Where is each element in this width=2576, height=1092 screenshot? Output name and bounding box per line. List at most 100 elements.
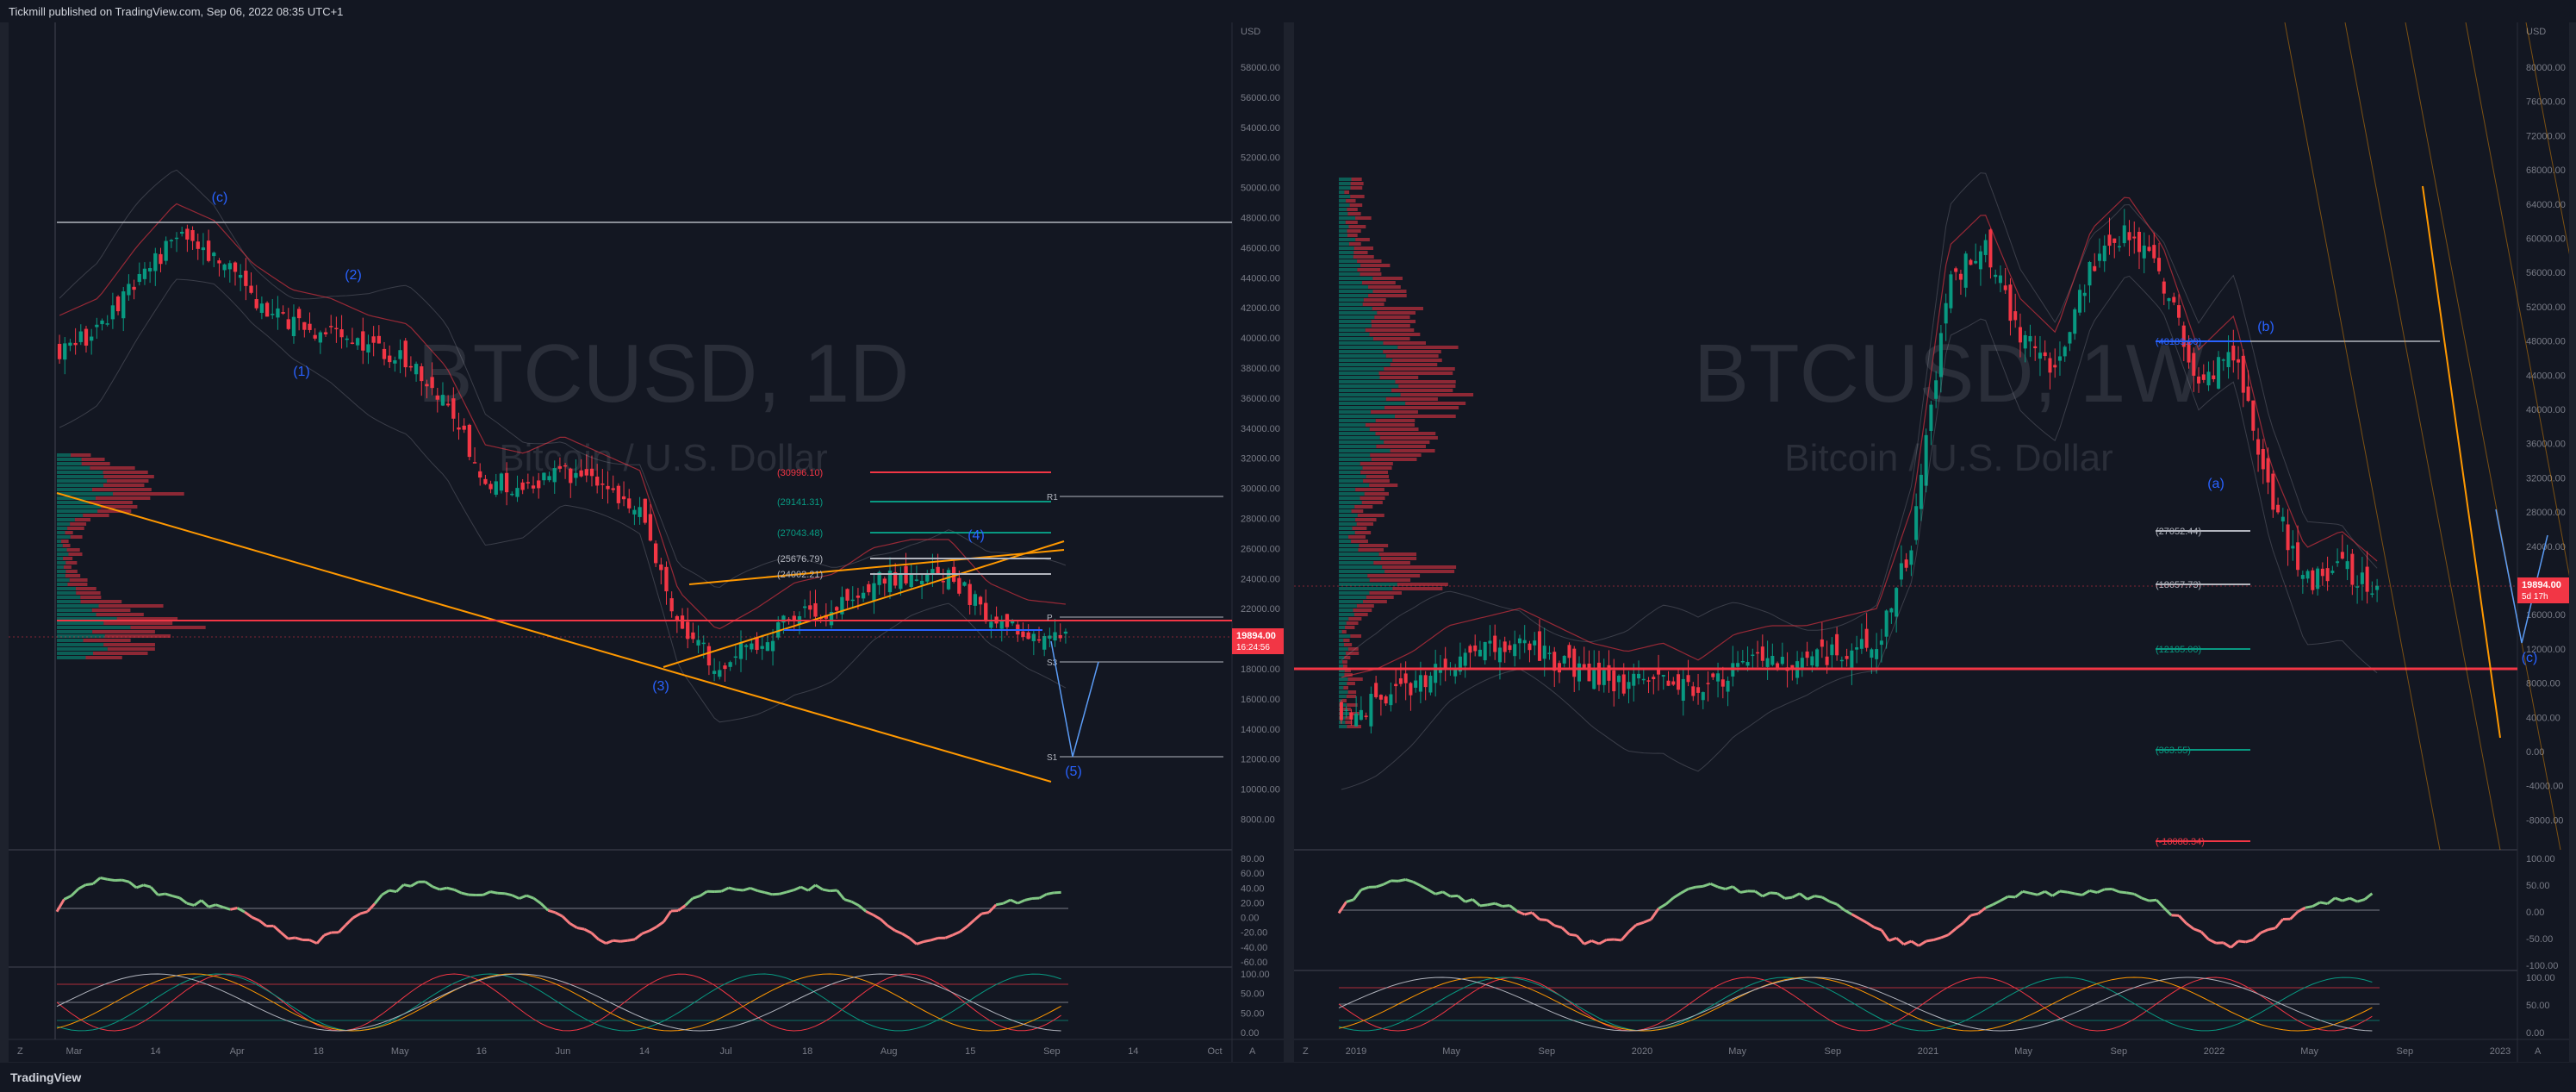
volume-profile-bar — [1351, 509, 1364, 513]
volume-profile-bar — [57, 527, 68, 530]
momentum-oscillator-segment — [1717, 885, 1727, 890]
candle-body — [2300, 575, 2305, 579]
candle-body — [2112, 238, 2117, 243]
momentum-oscillator-segment — [1450, 894, 1459, 898]
fib-level-label: (30996.10) — [777, 468, 823, 478]
momentum-oscillator-segment — [55, 898, 65, 913]
volume-profile-bar — [80, 600, 122, 603]
price-tick-label: 46000.00 — [1241, 243, 1280, 253]
volume-profile-bar — [1344, 190, 1350, 194]
candle-body — [2018, 327, 2022, 343]
last-price-tag — [1232, 628, 1285, 654]
momentum-oscillator-segment — [229, 907, 238, 911]
stochastic-line — [1338, 977, 2373, 1032]
volume-profile-bar — [1339, 484, 1370, 487]
momentum-oscillator-segment — [2319, 901, 2328, 906]
candle-body — [686, 621, 690, 640]
volume-profile-bar — [57, 509, 98, 513]
momentum-oscillator-segment — [1680, 888, 1689, 895]
time-tick-label: Jul — [720, 1046, 732, 1057]
momentum-oscillator-segment — [2037, 889, 2046, 896]
momentum-oscillator-segment — [1516, 909, 1526, 916]
volume-profile-bar — [1339, 384, 1399, 388]
momentum-oscillator-segment — [2334, 896, 2343, 902]
elliott-wave-label: (a) — [2207, 477, 2224, 491]
candle-body — [1048, 635, 1052, 640]
candle-body — [1026, 632, 1030, 640]
volume-profile-bar — [1339, 367, 1384, 371]
left-chart-panel[interactable]: BTCUSD, 1D Bitcoin / U.S. Dollar USD 58000.… — [9, 22, 1285, 1062]
volume-profile-bar — [1339, 259, 1358, 263]
volume-profile-bar — [57, 574, 65, 577]
volume-profile-bar — [1343, 639, 1350, 642]
osc1-tick-label: 80.00 — [1241, 854, 1265, 864]
osc1-tick-label: 100.00 — [2526, 854, 2555, 864]
volume-profile-bar — [57, 522, 71, 526]
volume-profile-bar — [1339, 380, 1396, 384]
right-chart-panel[interactable]: BTCUSD, 1W Bitcoin / U.S. Dollar USD 80000.… — [1294, 22, 2576, 1062]
candle-body — [398, 350, 402, 359]
stochastic-line — [1338, 977, 2373, 1032]
volume-profile-bar — [1339, 354, 1386, 358]
candle-body — [1671, 681, 1676, 685]
momentum-oscillator-segment — [279, 931, 289, 940]
price-tick-label: 24000.00 — [2526, 542, 2566, 552]
candle-body — [579, 470, 583, 477]
price-tick-label: 52000.00 — [2526, 303, 2566, 313]
candle-body — [217, 260, 221, 264]
volume-profile-bar — [1339, 548, 1359, 552]
momentum-oscillator-segment — [2141, 896, 2150, 902]
candle-body — [1895, 588, 1899, 617]
candle-body — [2043, 352, 2047, 357]
momentum-oscillator-segment — [1962, 914, 1972, 924]
volume-profile-bar — [1339, 402, 1406, 405]
volume-profile-bar — [1360, 462, 1393, 465]
candle-body — [919, 580, 924, 585]
candle-body — [276, 308, 280, 318]
auto-scale-button[interactable]: A — [2535, 1046, 2542, 1057]
fib-level-label: (18657.73) — [2156, 580, 2201, 590]
candle-body — [2117, 246, 2122, 248]
candle-body — [893, 571, 898, 586]
osc1-tick-label: -100.00 — [2526, 961, 2558, 971]
volume-profile-bar — [1339, 522, 1357, 526]
right-chart-canvas[interactable]: BTCUSD, 1W Bitcoin / U.S. Dollar USD 80000.… — [1294, 22, 2576, 1062]
momentum-oscillator-segment — [786, 889, 794, 894]
volume-profile-bar — [1339, 578, 1370, 582]
candle-body — [1701, 692, 1705, 701]
volume-profile-bar — [1371, 324, 1410, 328]
momentum-oscillator-segment — [171, 895, 180, 900]
candle-body — [2350, 553, 2355, 585]
momentum-oscillator-segment — [272, 925, 282, 933]
momentum-oscillator-segment — [2133, 892, 2143, 900]
zoom-reset-button[interactable]: Z — [1303, 1046, 1309, 1057]
zoom-reset-button[interactable]: Z — [17, 1046, 23, 1057]
momentum-oscillator-segment — [576, 926, 585, 931]
volume-profile-bar — [57, 626, 131, 629]
candle-body — [1929, 404, 1933, 431]
momentum-oscillator-segment — [519, 894, 527, 900]
volume-profile-bar — [1368, 294, 1407, 297]
panel-divider[interactable] — [1284, 22, 1294, 1062]
price-tick-label: 28000.00 — [2526, 508, 2566, 518]
momentum-oscillator-segment — [1851, 913, 1860, 920]
momentum-oscillator-segment — [583, 927, 593, 934]
momentum-oscillator-segment — [2022, 889, 2031, 895]
momentum-oscillator-segment — [2342, 896, 2350, 902]
candle-body — [1770, 656, 1775, 665]
volume-profile-bar — [1339, 436, 1380, 440]
candle-body — [1463, 652, 1467, 666]
candle-body — [435, 395, 439, 400]
candle-body — [201, 247, 206, 251]
volume-profile-bar — [1339, 617, 1349, 621]
volume-profile-bar — [57, 544, 63, 547]
momentum-oscillator-segment — [1546, 919, 1556, 927]
time-tick-label: Sep — [2397, 1046, 2414, 1057]
volume-profile-bar — [1339, 371, 1379, 375]
auto-scale-button[interactable]: A — [1249, 1046, 1256, 1057]
volume-profile-bar — [1355, 488, 1384, 491]
candle-body — [1760, 646, 1764, 661]
momentum-oscillator-segment — [974, 913, 983, 921]
candle-body — [2127, 232, 2131, 240]
